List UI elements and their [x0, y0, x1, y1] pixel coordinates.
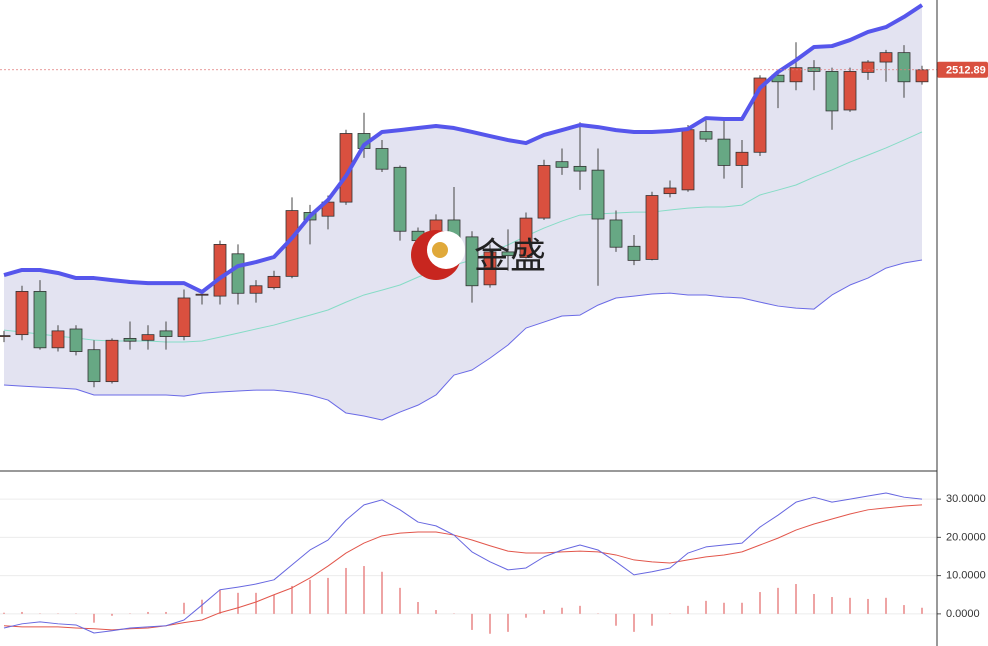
candle-body [51, 330, 65, 349]
candle-body [537, 165, 551, 219]
candle-body [555, 161, 569, 168]
candle-body [69, 328, 83, 352]
overlay: 金盛 [411, 0, 938, 646]
candle-body [267, 275, 281, 289]
candle-body [735, 151, 749, 166]
dif-line [3, 492, 923, 634]
candle-body [465, 236, 479, 287]
y-tick-label: 0.0000 [946, 608, 980, 620]
candle-body [717, 138, 731, 166]
candle-body [591, 169, 605, 220]
candle-body [177, 297, 191, 337]
candle-body [645, 195, 659, 260]
candle-body [789, 67, 803, 83]
candle-body [0, 335, 11, 337]
candle-body [699, 131, 713, 140]
candle-body [249, 285, 263, 294]
candle-body [483, 251, 497, 286]
last-price-label: 2512.89 [946, 65, 986, 77]
logo-text: 金盛 [474, 236, 546, 277]
candle-body [231, 253, 245, 294]
y-tick-label: 10.0000 [946, 570, 986, 582]
candle-body [879, 52, 893, 63]
dea-line [3, 504, 923, 631]
candle-body [159, 330, 173, 337]
candle-body [627, 245, 641, 261]
candle-body [393, 166, 407, 232]
last-price-tag [937, 61, 988, 78]
candle-body [213, 243, 227, 297]
candle-body [609, 219, 623, 248]
candle-body [897, 52, 911, 83]
upper-band [3, 3, 924, 294]
candle-body [681, 129, 695, 191]
candle-body [861, 61, 875, 73]
candle-body [573, 165, 587, 172]
middle-band [3, 131, 923, 343]
candle-body [123, 337, 137, 342]
candle-body [15, 290, 29, 336]
price-panel: 2512.89 [0, 3, 988, 472]
candle-body [33, 290, 47, 349]
candle-body [501, 251, 515, 257]
y-tick-label: 20.0000 [946, 531, 986, 543]
candle-body [141, 334, 155, 341]
candle-body [375, 148, 389, 170]
logo-ball [432, 242, 448, 258]
candle-body [195, 293, 209, 296]
candle-body [915, 69, 929, 83]
candle-body [843, 71, 857, 111]
candle-body [105, 339, 119, 383]
candle-body [825, 71, 839, 112]
y-tick-label: 30.0000 [946, 493, 986, 505]
candle-body [87, 349, 101, 383]
macd-panel: 0.0000 10.0000 20.0000 30.0000 [0, 492, 986, 634]
candle-body [519, 217, 533, 258]
logo: 金盛 [411, 230, 546, 280]
candle-body [663, 187, 677, 195]
band-fill [4, 5, 922, 420]
lower-band [3, 259, 923, 421]
